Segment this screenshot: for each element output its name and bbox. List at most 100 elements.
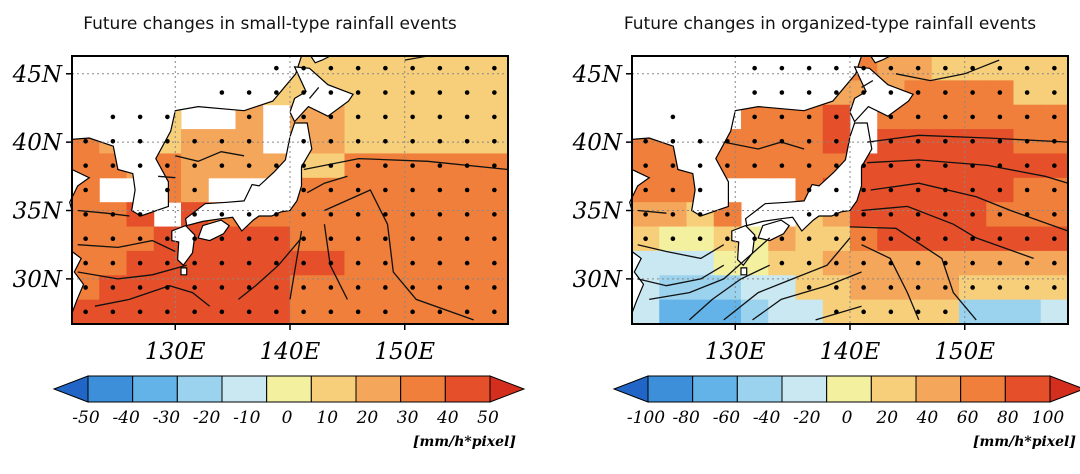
significance-dot — [997, 90, 1003, 95]
significance-dot — [806, 114, 812, 120]
significance-dot — [888, 309, 894, 315]
significance-dot — [752, 90, 757, 95]
significance-dot — [670, 114, 676, 120]
significance-dot — [492, 65, 497, 71]
significance-dot — [697, 163, 703, 168]
significance-dot — [997, 260, 1003, 266]
colorbar-segment — [870, 375, 917, 403]
contour-line — [815, 305, 862, 321]
contour-line — [849, 226, 977, 321]
significance-dot — [834, 187, 839, 193]
significance-dot — [943, 187, 948, 193]
significance-dot — [888, 65, 894, 71]
significance-dot — [806, 163, 812, 168]
significance-dot — [355, 212, 361, 217]
significance-dot — [1024, 260, 1030, 266]
significance-dot — [834, 309, 839, 315]
significance-dot — [915, 65, 921, 71]
significance-dot — [970, 65, 975, 71]
significance-dot — [1052, 285, 1057, 290]
significance-dot — [383, 260, 388, 266]
colorbar-tick-label: -60 — [713, 408, 741, 428]
significance-dot — [861, 309, 866, 315]
significance-dot — [219, 90, 225, 95]
significance-dot — [301, 309, 306, 315]
significance-dot — [437, 212, 443, 217]
significance-dot — [165, 187, 170, 193]
significance-dot — [355, 90, 361, 95]
significance-dot — [970, 114, 975, 120]
significance-dot — [915, 163, 921, 168]
significance-dot — [1024, 65, 1030, 71]
colorbar-tick-label: 40 — [916, 408, 939, 428]
significance-dot — [943, 114, 948, 120]
significance-dot — [110, 163, 116, 168]
significance-dot — [192, 309, 197, 315]
significance-dot — [110, 309, 116, 315]
significance-dot — [192, 285, 197, 290]
significance-dot — [643, 236, 648, 242]
coastline — [197, 219, 231, 242]
significance-dot — [806, 212, 812, 217]
significance-dot — [301, 114, 306, 120]
significance-dot — [437, 163, 443, 168]
significance-dot — [834, 260, 839, 266]
significance-dot — [861, 163, 866, 168]
significance-dot — [970, 212, 975, 217]
significance-dot — [888, 285, 894, 290]
contour-line — [867, 159, 1069, 184]
significance-dot — [437, 260, 443, 266]
contour-line — [649, 237, 771, 301]
significance-dot — [834, 163, 839, 168]
colorbar-tick-label: -10 — [233, 408, 261, 428]
significance-dot — [752, 163, 757, 168]
colorbar-segment — [176, 375, 223, 403]
significance-dot — [943, 65, 948, 71]
lat-tick-label: 45N — [12, 62, 63, 88]
significance-dot — [492, 236, 497, 242]
significance-dot — [697, 138, 703, 144]
grid-cell — [986, 299, 1014, 325]
significance-dot — [437, 187, 443, 193]
significance-dot — [997, 114, 1003, 120]
significance-dot — [492, 114, 497, 120]
significance-dot — [997, 138, 1003, 144]
significance-dot — [915, 285, 921, 290]
colorbar-segment — [87, 375, 134, 403]
significance-dot — [83, 187, 88, 193]
coastline — [740, 267, 748, 276]
significance-dot — [410, 163, 415, 168]
significance-dot — [888, 187, 894, 193]
significance-dot — [355, 285, 361, 290]
significance-dot — [328, 236, 334, 242]
significance-dot — [779, 90, 785, 95]
significance-dot — [274, 260, 279, 266]
significance-dot — [861, 236, 866, 242]
significance-dot — [670, 212, 676, 217]
significance-dot — [643, 138, 648, 144]
significance-dot — [383, 285, 388, 290]
contour-line — [309, 86, 320, 99]
significance-dot — [492, 212, 497, 217]
significance-dot — [888, 212, 894, 217]
significance-dot — [1024, 138, 1030, 144]
significance-dot — [779, 114, 785, 120]
colorbar-tick-label: 30 — [397, 408, 419, 428]
significance-dot — [752, 138, 757, 144]
significance-dot — [697, 212, 703, 217]
contour-line — [688, 264, 770, 321]
significance-dot — [492, 309, 497, 315]
significance-dot — [1052, 187, 1057, 193]
significance-dot — [997, 212, 1003, 217]
significance-dot — [1052, 65, 1057, 71]
significance-dot — [437, 90, 443, 95]
significance-dot — [383, 114, 388, 120]
significance-dot — [492, 138, 497, 144]
significance-dot — [725, 212, 730, 217]
significance-dot — [464, 90, 470, 95]
grid-cell — [795, 299, 824, 325]
significance-dot — [165, 114, 170, 120]
colorbar-tick-label: 20 — [356, 408, 379, 428]
significance-dot — [110, 285, 116, 290]
significance-dot — [464, 114, 470, 120]
